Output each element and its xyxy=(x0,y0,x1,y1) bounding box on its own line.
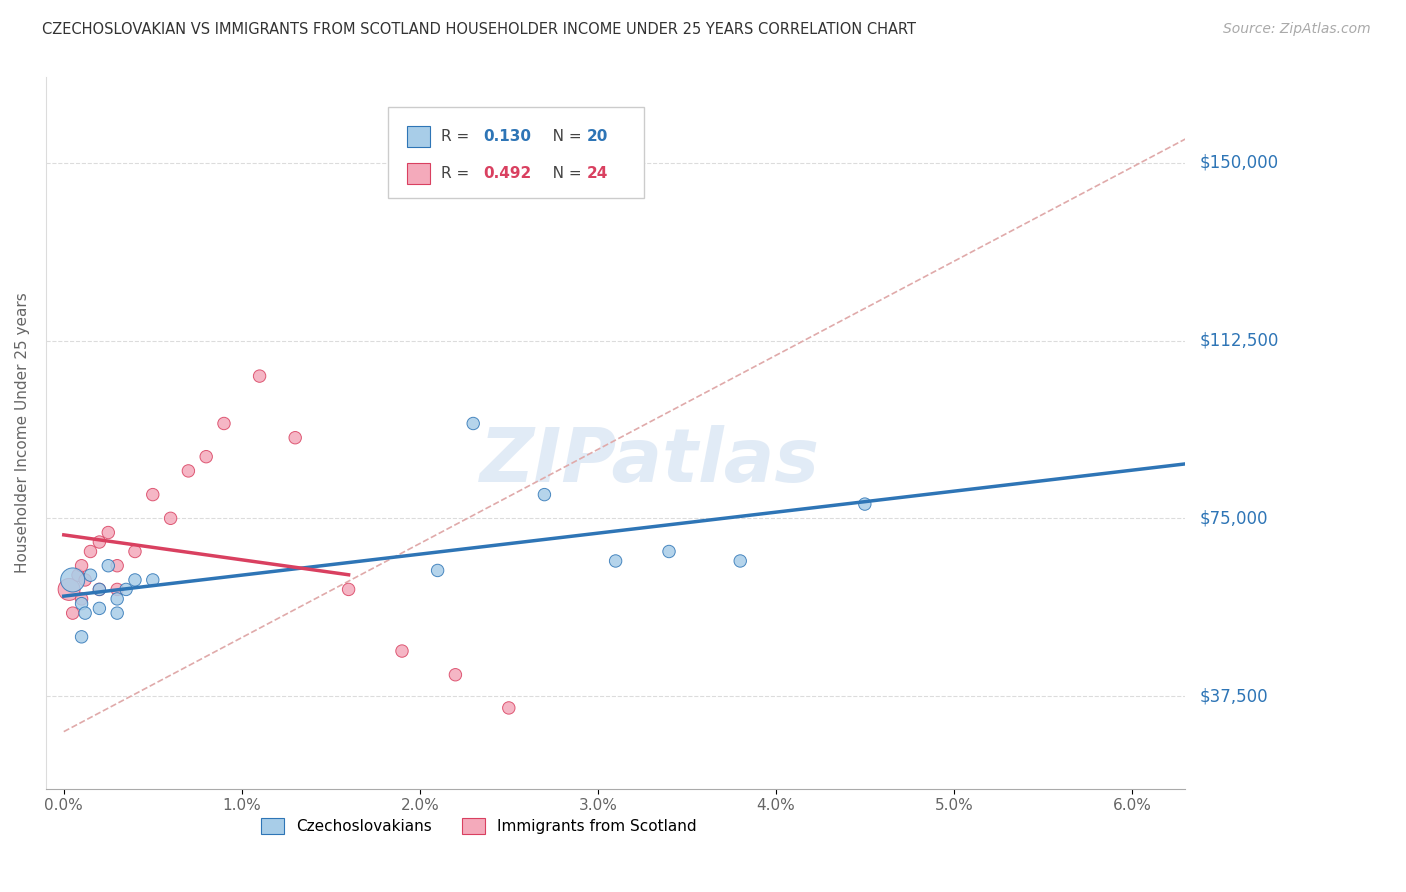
Point xyxy=(79,544,101,558)
Point xyxy=(391,644,413,658)
Point xyxy=(89,535,111,549)
Point xyxy=(498,701,520,715)
Point xyxy=(284,431,307,445)
Text: $112,500: $112,500 xyxy=(1199,332,1278,350)
Text: N =: N = xyxy=(538,166,586,181)
Point xyxy=(159,511,181,525)
Text: R =: R = xyxy=(441,166,474,181)
Point xyxy=(115,582,138,597)
Text: 20: 20 xyxy=(588,129,609,144)
Point xyxy=(89,601,111,615)
Text: 0.492: 0.492 xyxy=(484,166,531,181)
Point xyxy=(212,417,235,431)
Y-axis label: Householder Income Under 25 years: Householder Income Under 25 years xyxy=(15,293,30,574)
Point xyxy=(195,450,218,464)
Point xyxy=(142,573,165,587)
Point xyxy=(249,369,271,384)
Point xyxy=(142,487,165,501)
Point xyxy=(97,558,120,573)
Text: CZECHOSLOVAKIAN VS IMMIGRANTS FROM SCOTLAND HOUSEHOLDER INCOME UNDER 25 YEARS CO: CZECHOSLOVAKIAN VS IMMIGRANTS FROM SCOTL… xyxy=(42,22,917,37)
Point xyxy=(105,558,128,573)
Text: $37,500: $37,500 xyxy=(1199,687,1268,705)
Point xyxy=(62,606,84,620)
Point xyxy=(337,582,360,597)
Point xyxy=(62,573,84,587)
FancyBboxPatch shape xyxy=(388,107,644,198)
Point xyxy=(66,568,89,582)
Point xyxy=(89,582,111,597)
Text: $75,000: $75,000 xyxy=(1199,509,1268,527)
Point xyxy=(75,573,97,587)
Point xyxy=(533,487,555,501)
Point xyxy=(105,591,128,606)
Point xyxy=(97,525,120,540)
Point xyxy=(105,606,128,620)
Point xyxy=(426,564,449,578)
Point xyxy=(463,417,485,431)
Text: $150,000: $150,000 xyxy=(1199,153,1278,172)
Legend: Czechoslovakians, Immigrants from Scotland: Czechoslovakians, Immigrants from Scotla… xyxy=(260,818,697,834)
Text: ZIPatlas: ZIPatlas xyxy=(479,425,820,498)
Point xyxy=(105,582,128,597)
Point xyxy=(70,558,93,573)
Text: R =: R = xyxy=(441,129,474,144)
FancyBboxPatch shape xyxy=(408,126,430,147)
Text: N =: N = xyxy=(538,129,586,144)
Text: 24: 24 xyxy=(588,166,609,181)
Point xyxy=(605,554,627,568)
Point xyxy=(70,597,93,611)
Point xyxy=(853,497,876,511)
FancyBboxPatch shape xyxy=(408,162,430,184)
Point xyxy=(444,667,467,681)
Text: Source: ZipAtlas.com: Source: ZipAtlas.com xyxy=(1223,22,1371,37)
Point xyxy=(79,568,101,582)
Point xyxy=(728,554,751,568)
Text: 0.130: 0.130 xyxy=(484,129,531,144)
Point xyxy=(124,573,146,587)
Point xyxy=(58,582,80,597)
Point xyxy=(70,591,93,606)
Point xyxy=(658,544,681,558)
Point xyxy=(70,630,93,644)
Point xyxy=(124,544,146,558)
Point xyxy=(177,464,200,478)
Point xyxy=(89,582,111,597)
Point xyxy=(75,606,97,620)
